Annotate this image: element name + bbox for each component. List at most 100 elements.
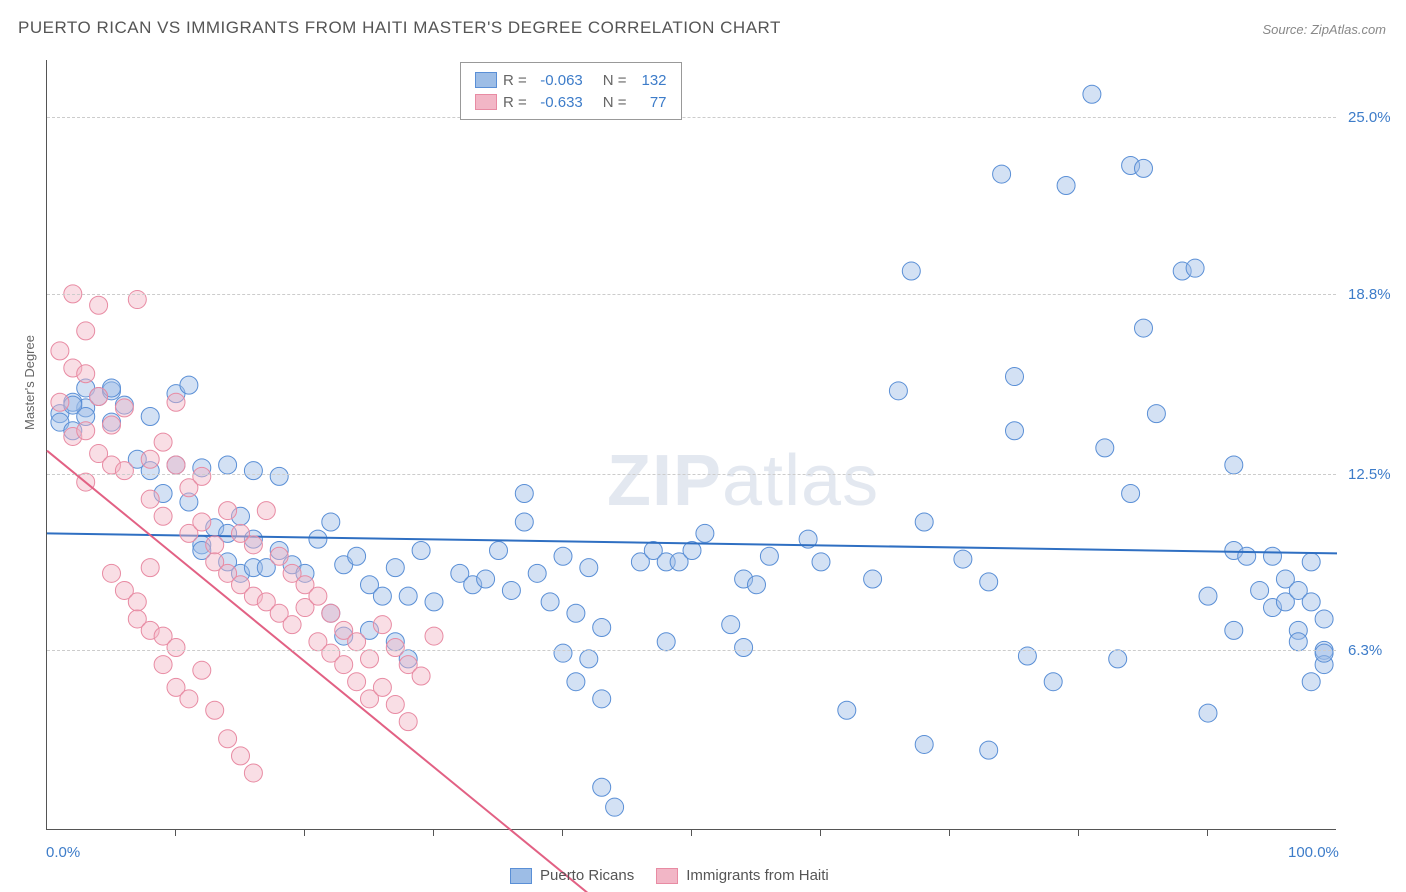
chart-container: PUERTO RICAN VS IMMIGRANTS FROM HAITI MA… [0,0,1406,892]
x-tick [433,830,434,836]
data-point [77,322,95,340]
x-tick [1078,830,1079,836]
scatter-svg [47,60,1336,829]
data-point [1147,405,1165,423]
data-point [993,165,1011,183]
data-point [1199,704,1217,722]
data-point [1057,176,1075,194]
data-point [1289,633,1307,651]
data-point [515,513,533,531]
data-point [373,587,391,605]
legend-row: R = -0.063 N = 132 [475,69,667,91]
data-point [244,764,262,782]
data-point [309,587,327,605]
gridline [47,650,1336,651]
data-point [1006,422,1024,440]
y-tick-label: 18.8% [1348,286,1391,303]
data-point [812,553,830,571]
data-point [335,656,353,674]
data-point [748,576,766,594]
data-point [51,342,69,360]
data-point [154,433,172,451]
data-point [567,604,585,622]
data-point [1315,610,1333,628]
y-axis-label: Master's Degree [22,335,37,430]
data-point [593,619,611,637]
data-point [90,388,108,406]
r-label: R = [503,72,527,89]
data-point [1225,456,1243,474]
data-point [154,656,172,674]
data-point [309,530,327,548]
data-point [167,456,185,474]
data-point [103,564,121,582]
data-point [193,661,211,679]
data-point [593,690,611,708]
x-tick-label: 100.0% [1288,844,1339,861]
data-point [980,573,998,591]
x-tick [1207,830,1208,836]
legend-item: Puerto Ricans [510,867,634,884]
data-point [1315,644,1333,662]
data-point [154,507,172,525]
data-point [554,547,572,565]
legend-row: R =-0.633N =77 [475,91,667,113]
correlation-legend: R = -0.063 N = 132 R =-0.633N =77 [460,62,682,120]
x-tick [949,830,950,836]
data-point [77,422,95,440]
data-point [322,604,340,622]
data-point [980,741,998,759]
data-point [399,587,417,605]
data-point [1225,621,1243,639]
data-point [348,633,366,651]
data-point [270,547,288,565]
y-tick-label: 12.5% [1348,466,1391,483]
data-point [386,559,404,577]
data-point [373,678,391,696]
data-point [502,581,520,599]
data-point [386,638,404,656]
data-point [1044,673,1062,691]
x-tick [175,830,176,836]
data-point [580,650,598,668]
r-value: -0.633 [533,94,583,111]
data-point [1186,259,1204,277]
data-point [915,513,933,531]
data-point [322,513,340,531]
data-point [1083,85,1101,103]
data-point [1264,547,1282,565]
data-point [167,638,185,656]
data-point [103,416,121,434]
data-point [412,542,430,560]
data-point [1096,439,1114,457]
data-point [838,701,856,719]
x-tick [820,830,821,836]
data-point [425,593,443,611]
data-point [606,798,624,816]
r-value: -0.063 [533,72,583,89]
data-point [244,536,262,554]
source-label: Source: ZipAtlas.com [1262,22,1386,37]
data-point [399,713,417,731]
data-point [902,262,920,280]
data-point [283,616,301,634]
gridline [47,117,1336,118]
data-point [270,467,288,485]
n-label: N = [603,72,627,89]
data-point [490,542,508,560]
data-point [515,484,533,502]
legend-swatch [475,94,497,110]
data-point [219,502,237,520]
data-point [1302,673,1320,691]
data-point [889,382,907,400]
data-point [219,730,237,748]
data-point [219,456,237,474]
data-point [180,690,198,708]
data-point [760,547,778,565]
data-point [954,550,972,568]
legend-item: Immigrants from Haiti [656,867,829,884]
x-tick [304,830,305,836]
chart-title: PUERTO RICAN VS IMMIGRANTS FROM HAITI MA… [18,18,781,38]
data-point [425,627,443,645]
n-value: 132 [633,72,667,89]
